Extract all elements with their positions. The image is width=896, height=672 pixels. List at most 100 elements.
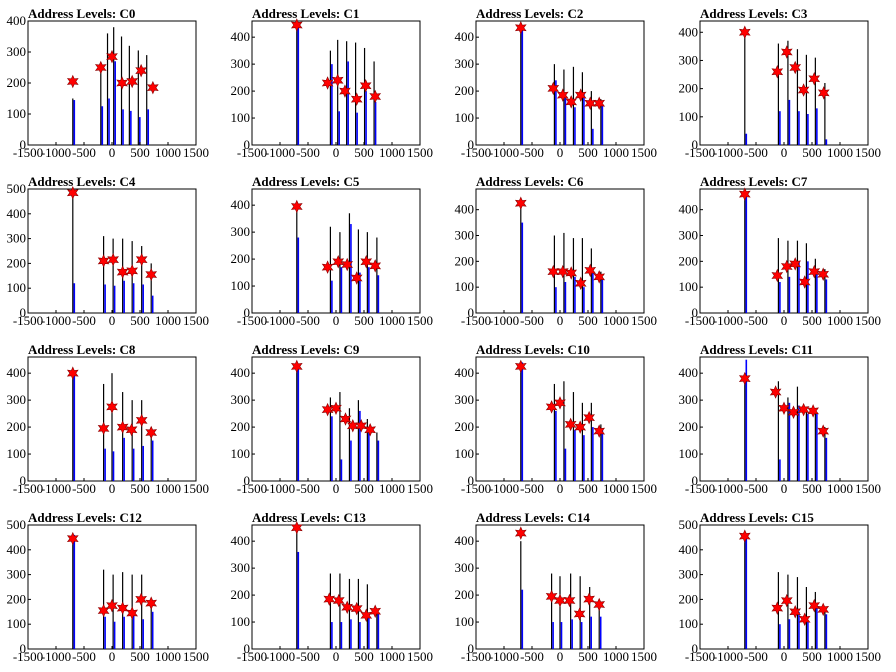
star-marker <box>556 264 569 279</box>
x-tick-label: 0 <box>333 649 340 664</box>
x-tick-label: -500 <box>744 145 768 160</box>
star-marker <box>769 385 782 399</box>
x-tick-label: 1500 <box>407 649 433 664</box>
x-tick-label: -1000 <box>265 481 295 496</box>
subplot-14: Address Levels: C14 0 100 200 300 400 -1500-10… <box>455 510 658 664</box>
x-tick-label: -1000 <box>713 313 743 328</box>
y-tick-label: 300 <box>231 56 251 71</box>
axes-frame <box>475 188 645 314</box>
star-marker <box>771 64 784 79</box>
star-marker <box>321 76 334 90</box>
x-tick-label: 1000 <box>155 481 181 496</box>
x-tick-label: -1500 <box>237 145 267 160</box>
star-marker <box>545 589 558 604</box>
star-marker <box>126 606 139 620</box>
subplot-title: Address Levels: C14 <box>476 510 590 525</box>
y-tick-label: 300 <box>679 392 699 407</box>
star-marker <box>789 60 802 75</box>
x-tick-label: -1500 <box>13 313 43 328</box>
star-marker <box>593 424 606 438</box>
y-tick-label: 0 <box>468 305 475 320</box>
axes-frame <box>699 356 869 482</box>
star-marker <box>332 593 345 608</box>
subplot-15: Address Levels: C15 0 100 200 300 400 500 -1500… <box>679 510 882 664</box>
y-tick-label: 400 <box>7 13 27 28</box>
axes-frame <box>27 20 197 146</box>
star-marker <box>547 264 560 279</box>
star-marker <box>547 81 560 96</box>
x-tick-label: 0 <box>557 145 564 160</box>
y-tick-label: 100 <box>7 106 27 121</box>
x-tick-label: 500 <box>354 313 374 328</box>
x-tick-label: -1500 <box>237 649 267 664</box>
star-marker <box>556 88 569 102</box>
x-tick-label: 1500 <box>855 145 881 160</box>
x-tick-label: 500 <box>354 649 374 664</box>
star-marker <box>778 401 790 415</box>
y-tick-label: 200 <box>455 83 475 98</box>
subplot-1: Address Levels: C1 0 100 200 300 400 -1500-100… <box>231 6 434 160</box>
star-marker <box>290 199 303 214</box>
star-marker <box>808 598 821 613</box>
star-marker <box>135 252 148 267</box>
x-tick-label: 0 <box>333 145 340 160</box>
y-tick-label: 300 <box>7 567 27 582</box>
y-tick-label: 100 <box>455 446 475 461</box>
x-tick-label: 500 <box>130 145 150 160</box>
y-tick-label: 200 <box>7 419 27 434</box>
star-marker <box>135 413 148 428</box>
star-marker <box>116 76 128 90</box>
x-tick-label: -1500 <box>461 145 491 160</box>
subplot-11: Address Levels: C11 0 100 200 300 400 -1500-10… <box>679 342 882 496</box>
x-tick-label: -1500 <box>685 145 715 160</box>
y-tick-label: 200 <box>679 591 699 606</box>
y-tick-label: 200 <box>455 587 475 602</box>
y-tick-label: 200 <box>231 251 251 266</box>
x-tick-label: 0 <box>781 481 788 496</box>
star-marker <box>97 421 110 436</box>
y-tick-label: 200 <box>7 255 27 270</box>
y-tick-label: 100 <box>7 280 27 295</box>
star-marker <box>330 401 342 415</box>
x-tick-label: -500 <box>520 313 544 328</box>
star-marker <box>817 86 830 100</box>
x-tick-label: -1500 <box>461 313 491 328</box>
x-tick-label: 1500 <box>631 481 657 496</box>
y-tick-label: 400 <box>455 533 475 548</box>
x-tick-label: 500 <box>130 481 150 496</box>
star-marker <box>66 74 79 89</box>
star-marker <box>771 268 784 283</box>
star-marker <box>593 270 606 284</box>
y-tick-label: 400 <box>7 542 27 557</box>
subplot-title: Address Levels: C1 <box>252 6 359 21</box>
star-marker <box>807 404 819 418</box>
star-marker <box>135 63 147 78</box>
y-tick-label: 500 <box>679 517 699 532</box>
x-tick-label: -500 <box>72 313 96 328</box>
y-tick-label: 200 <box>679 419 699 434</box>
x-tick-label: 1500 <box>407 481 433 496</box>
subplot-6: Address Levels: C6 0 100 200 300 400 -1500-100… <box>455 174 658 328</box>
star-marker <box>290 520 303 535</box>
star-marker <box>106 49 118 64</box>
x-tick-label: -500 <box>744 481 768 496</box>
subplot-title: Address Levels: C10 <box>476 342 590 357</box>
y-tick-label: 100 <box>679 446 699 461</box>
y-tick-label: 0 <box>692 137 699 152</box>
y-tick-label: 400 <box>455 29 475 44</box>
y-tick-label: 400 <box>679 542 699 557</box>
y-tick-label: 0 <box>20 641 27 656</box>
star-marker <box>798 612 811 626</box>
star-marker <box>787 405 800 420</box>
x-tick-label: -500 <box>296 313 320 328</box>
star-marker <box>817 267 830 281</box>
star-marker <box>808 264 821 279</box>
star-marker <box>360 608 373 623</box>
y-tick-label: 100 <box>455 110 475 125</box>
x-tick-label: 0 <box>109 145 116 160</box>
axes-frame <box>251 356 421 482</box>
y-tick-label: 0 <box>20 305 27 320</box>
x-tick-label: 1500 <box>631 649 657 664</box>
star-marker <box>106 598 118 613</box>
star-marker <box>106 400 118 414</box>
